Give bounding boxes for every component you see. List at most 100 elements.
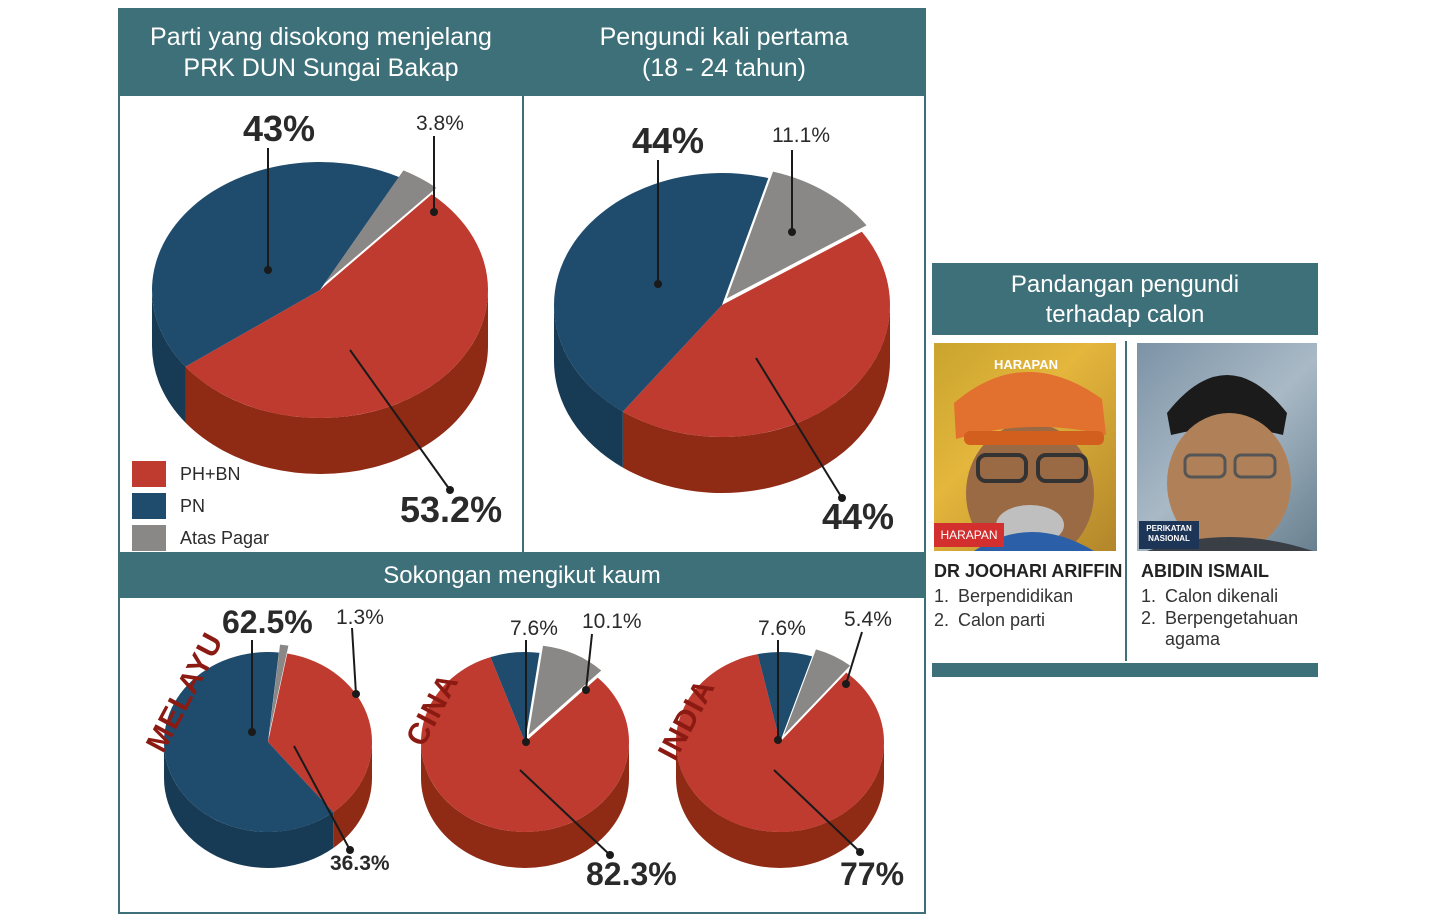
pie-cina-slice-pn <box>490 652 540 742</box>
pie-party-support-slice-ph-bn <box>185 194 489 418</box>
pie-india-slice-pn <box>757 652 813 742</box>
legend-swatch-pn <box>132 493 166 519</box>
candidate-name-joohari: DR JOOHARI ARIFFIN <box>934 561 1123 581</box>
candidates-divider <box>1125 341 1127 661</box>
panel-ethnic-support-header: Sokongan mengikut kaum <box>120 554 924 598</box>
panel-candidates-title: Pandangan pengundi terhadap calon <box>1010 271 1240 328</box>
label-india-atas-pagar: 5.4% <box>844 608 892 631</box>
leader-dot <box>606 851 614 859</box>
legend-label-atas-pagar: Atas Pagar <box>180 527 270 548</box>
list-item: 2. Calon parti <box>934 610 1046 630</box>
leader-line <box>349 349 451 491</box>
pie-first-time-slice-atas-pagar <box>726 171 867 299</box>
panel-candidates-header: Pandangan pengundi terhadap calon <box>932 263 1318 335</box>
leader-line <box>773 769 861 853</box>
pie-melayu-side-pn <box>164 742 334 869</box>
pie-first-time-side-pn <box>554 305 623 468</box>
label-phbn-44: 44% <box>822 496 895 537</box>
pie-india-slice-atas-pagar <box>783 649 851 735</box>
label-cina-atas-pagar: 10.1% <box>582 610 642 633</box>
legend: PH+BN PN Atas Pagar <box>132 458 269 554</box>
pie-party-support-side-pn <box>152 290 186 423</box>
leader-dot <box>582 686 590 694</box>
leader-dot <box>248 728 256 736</box>
legend-swatch-atas-pagar <box>132 525 166 551</box>
leader-line <box>519 769 611 856</box>
leader-dot <box>264 266 272 274</box>
panel-first-time-voters-header: Pengundi kali pertama (18 - 24 tahun) <box>524 10 924 96</box>
pie-first-time <box>554 171 891 494</box>
pie-party-support <box>151 162 489 475</box>
panel-party-support-header: Parti yang disokong menjelang PRK DUN Su… <box>120 10 522 96</box>
label-cina-phbn: 82.3% <box>586 856 677 892</box>
leader-line <box>755 357 843 499</box>
leader-dot <box>788 228 796 236</box>
candidate-points-abidin: 1. Calon dikenali 2. Berpengetahuan agama <box>1141 584 1317 650</box>
label-pn-44: 44% <box>632 120 705 161</box>
candidate-photo-abidin: PERIKATAN NASIONAL <box>1137 343 1317 551</box>
party-badge-perikatan: PERIKATAN NASIONAL <box>1139 521 1199 549</box>
list-item: 1. Berpendidikan <box>934 586 1074 606</box>
pie-melayu-slice-ph-bn <box>268 653 373 813</box>
label-phbn-53-2: 53.2% <box>400 489 503 530</box>
party-badge-perikatan-line1: PERIKATAN <box>1146 524 1192 533</box>
label-atas-pagar-3-8: 3.8% <box>416 112 464 135</box>
panel-party-support-title: Parti yang disokong menjelang PRK DUN Su… <box>150 22 492 82</box>
candidate-points-joohari: 1. Berpendidikan 2. Calon parti <box>934 584 1124 632</box>
label-atas-pagar-11-1: 11.1% <box>772 124 830 147</box>
label-india-pn: 7.6% <box>758 617 806 640</box>
leader-line <box>585 633 593 691</box>
legend-item-phbn: PH+BN <box>132 458 269 490</box>
pie-first-time-side-ph-bn <box>622 305 890 494</box>
pie-first-time-slice-ph-bn <box>622 231 891 438</box>
leader-dot <box>346 846 354 854</box>
pie-india-side-ph-bn <box>676 742 884 868</box>
leader-dot <box>446 486 454 494</box>
party-badge-harapan: HARAPAN <box>934 523 1004 547</box>
pie-melayu-slice-pn <box>164 652 334 832</box>
pie-cina-slice-atas-pagar <box>528 645 602 735</box>
pie-melayu <box>164 644 373 869</box>
leader-dot <box>430 208 438 216</box>
leader-line <box>351 627 357 695</box>
leader-dot <box>522 738 530 746</box>
leader-dot <box>774 736 782 744</box>
label-india-phbn: 77% <box>840 856 905 892</box>
list-item: 1. Calon dikenali <box>1141 586 1279 606</box>
leader-dot <box>838 494 846 502</box>
label-pn-43: 43% <box>243 108 316 149</box>
panel-first-time-voters-title: Pengundi kali pertama (18 - 24 tahun) <box>599 22 849 82</box>
candidates-bottom-bar <box>932 663 1318 677</box>
legend-item-atas-pagar: Atas Pagar <box>132 522 269 554</box>
leader-line <box>293 745 351 851</box>
candidate-portrait-abidin <box>1147 375 1313 551</box>
label-melayu-atas-pagar: 1.3% <box>336 606 384 629</box>
candidate-name-abidin: ABIDIN ISMAIL <box>1141 561 1269 581</box>
pie-party-support-slice-pn <box>151 162 399 367</box>
legend-swatch-phbn <box>132 461 166 487</box>
leader-dot <box>856 848 864 856</box>
leader-dot <box>654 280 662 288</box>
leader-dot <box>842 680 850 688</box>
pie-melayu-slice-atas-pagar <box>269 644 289 735</box>
legend-item-pn: PN <box>132 490 269 522</box>
pie-melayu-side-ph-bn <box>333 742 372 849</box>
party-badge-harapan-text: HARAPAN <box>940 528 998 542</box>
pie-party-support-side-ph-bn <box>185 290 489 475</box>
candidate-photo-joohari: HARAPAN HARAPAN <box>934 343 1116 551</box>
list-item: 2. Berpengetahuan agama <box>1141 608 1299 649</box>
pie-party-support-slice-atas-pagar <box>324 170 437 284</box>
pie-first-time-slice-pn <box>554 173 769 412</box>
label-melayu-phbn: 36.3% <box>330 852 390 875</box>
pie-cina-side-ph-bn <box>421 742 629 868</box>
candidate-portrait-joohari <box>954 371 1106 551</box>
legend-label-pn: PN <box>180 495 206 516</box>
legend-label-phbn: PH+BN <box>180 463 241 484</box>
party-badge-perikatan-line2: NASIONAL <box>1148 534 1190 543</box>
leader-dot <box>352 690 360 698</box>
candidate-cap-text-joohari: HARAPAN <box>994 357 1059 372</box>
label-cina-pn: 7.6% <box>510 617 558 640</box>
leader-line <box>845 631 863 685</box>
label-melayu-pn: 62.5% <box>222 604 313 640</box>
